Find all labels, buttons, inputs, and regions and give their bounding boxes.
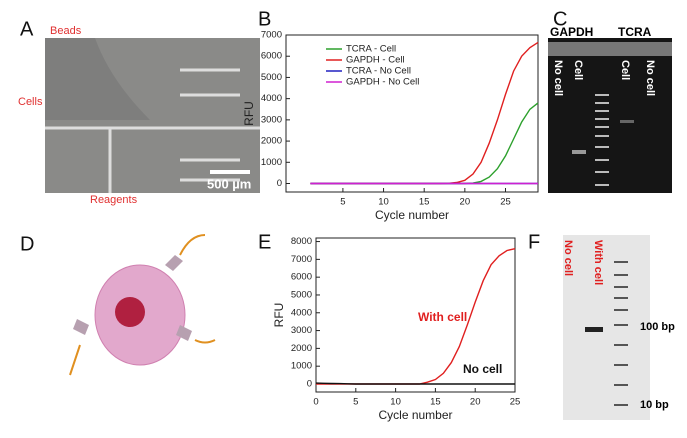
x-axis-label: Cycle number: [375, 208, 449, 222]
y-tick-label: 5000: [261, 72, 282, 83]
annotation: Beads: [50, 25, 82, 37]
series-label: No cell: [463, 362, 502, 376]
x-tick-label: 10: [390, 397, 401, 408]
y-axis-label: RFU: [272, 303, 286, 328]
panel-a: A Beads Cells Reagents 500 µm: [18, 18, 260, 206]
panel-d: D: [20, 233, 216, 376]
y-tick-label: 6000: [291, 272, 312, 283]
y-tick-label: 1000: [261, 157, 282, 168]
scale-label: 500 µm: [207, 176, 251, 191]
channel: [45, 68, 260, 193]
y-tick-label: 8000: [291, 236, 312, 247]
x-tick-label: 25: [500, 197, 511, 208]
x-tick-label: 20: [470, 397, 481, 408]
panel-label: E: [258, 231, 271, 253]
legend-label: TCRA - Cell: [346, 44, 396, 55]
gel: [563, 235, 650, 420]
marker-label: 100 bp: [640, 321, 675, 333]
panel-label: D: [20, 233, 34, 255]
panel-label: A: [20, 18, 34, 40]
y-tick-label: 2000: [291, 343, 312, 354]
x-axis-label: Cycle number: [378, 408, 452, 422]
x-tick-label: 15: [419, 197, 430, 208]
y-axis-label: RFU: [242, 101, 256, 126]
y-tick-label: 3000: [291, 325, 312, 336]
y-tick-label: 0: [307, 379, 312, 390]
lane-label: No cell: [562, 240, 574, 276]
nucleus: [115, 297, 145, 327]
y-tick-label: 7000: [291, 254, 312, 265]
panel-c: C GAPDH TCRA No cell Cell Cell No cell: [548, 8, 672, 193]
panel-label: F: [528, 231, 540, 253]
plot-frame: [315, 237, 516, 393]
series-line: [310, 102, 539, 185]
channel: [45, 38, 150, 120]
series-line: [315, 382, 515, 385]
band: [572, 150, 586, 154]
band: [620, 120, 634, 123]
oligo: [69, 234, 216, 376]
y-tick-label: 5000: [291, 289, 312, 300]
x-tick-label: 10: [378, 197, 389, 208]
y-tick-label: 2000: [261, 136, 282, 147]
legend-label: TCRA - No Cell: [346, 66, 411, 77]
y-tick-label: 4000: [261, 93, 282, 104]
y-tick-label: 1000: [291, 361, 312, 372]
band: [585, 327, 603, 332]
series-line: [310, 41, 539, 185]
y-tick-label: 6000: [261, 51, 282, 62]
panel-label: B: [258, 8, 271, 30]
x-tick-label: 20: [460, 197, 471, 208]
x-tick-label: 5: [340, 197, 345, 208]
lane-label: No cell: [644, 60, 656, 96]
y-tick-label: 4000: [291, 307, 312, 318]
legend-label: GAPDH - Cell: [346, 55, 405, 66]
gel: [548, 38, 672, 193]
y-tick-label: 7000: [261, 30, 282, 41]
lane-label: Cell: [572, 60, 584, 80]
gene-label: TCRA: [618, 25, 652, 39]
panel-f: F No cell With cell 100 bp 10 bp: [528, 231, 675, 420]
y-tick-label: 3000: [261, 114, 282, 125]
marker-label: 10 bp: [640, 399, 669, 411]
plot-frame: [285, 34, 539, 193]
x-tick-label: 0: [313, 397, 318, 408]
antibody: [73, 255, 192, 341]
y-tick-label: 0: [277, 178, 282, 189]
ladder: [614, 261, 628, 406]
annotation: Reagents: [90, 194, 138, 206]
legend-label: GAPDH - No Cell: [346, 77, 419, 88]
x-tick-label: 15: [430, 397, 441, 408]
lane-label: With cell: [592, 240, 604, 285]
ladder: [595, 94, 609, 186]
series-label: With cell: [418, 310, 467, 324]
x-tick-label: 25: [510, 397, 521, 408]
gene-label: GAPDH: [550, 25, 593, 39]
annotation: Cells: [18, 96, 43, 108]
lane-label: Cell: [619, 60, 631, 80]
x-tick-label: 5: [353, 397, 358, 408]
lane-label: No cell: [552, 60, 564, 96]
wells: [548, 42, 672, 56]
panel-label: C: [553, 8, 567, 30]
